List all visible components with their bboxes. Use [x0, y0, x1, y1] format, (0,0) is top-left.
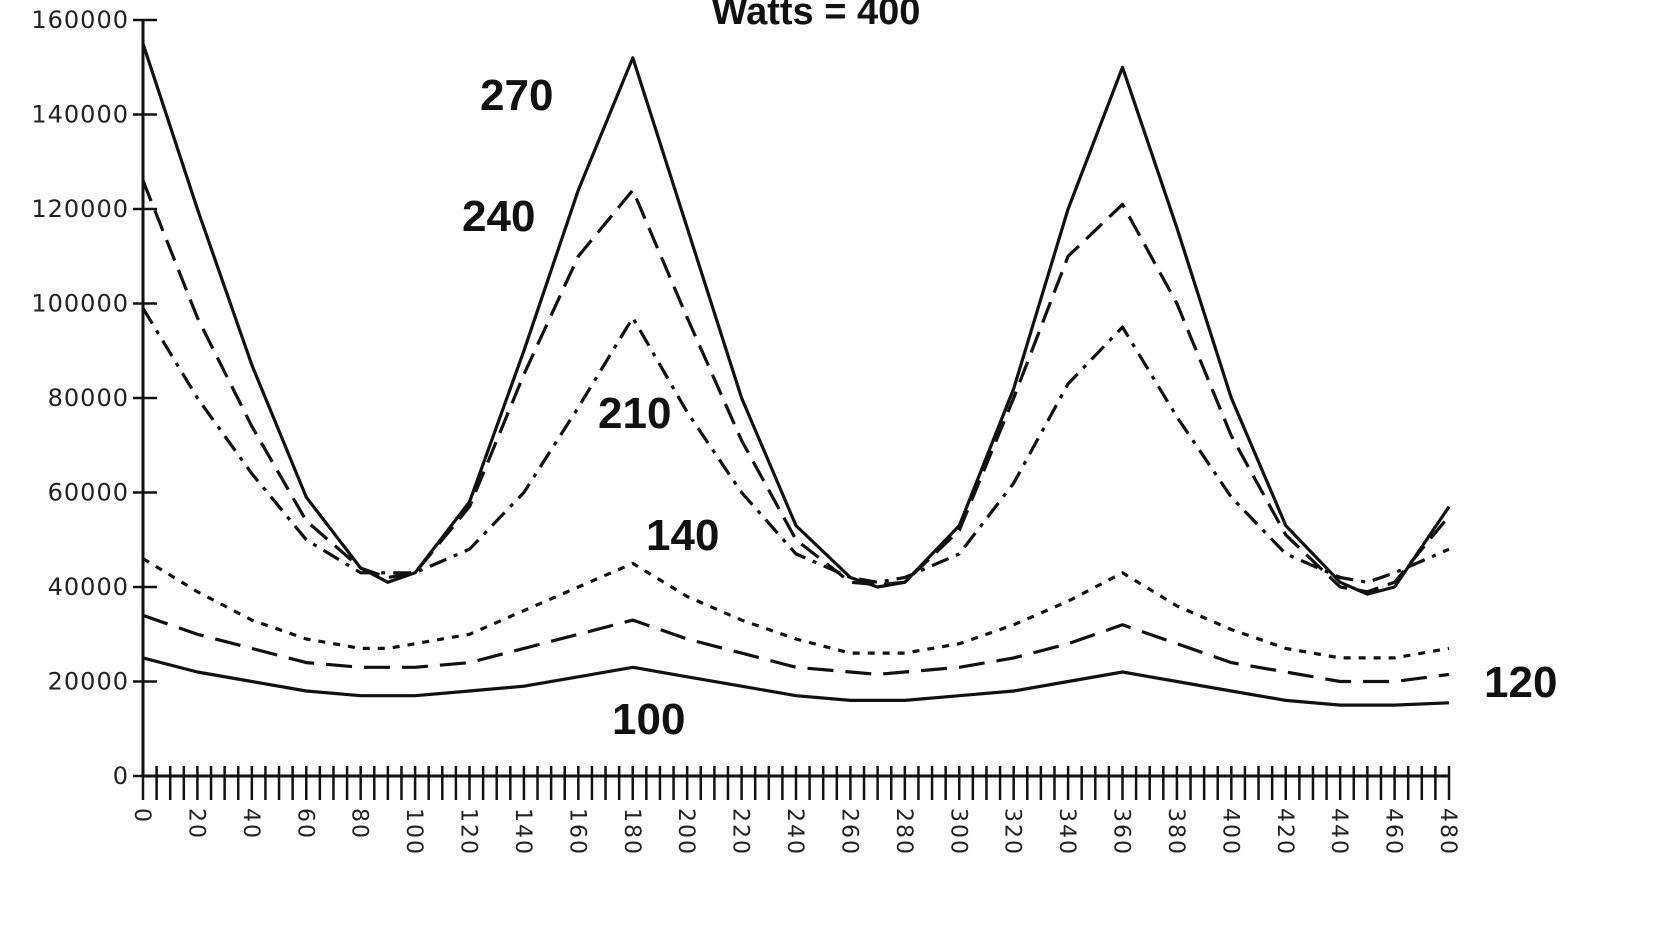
y-tick-label: 120000 [31, 195, 129, 223]
labels-group: Watts = 400 270 240 210 140 120 100 [462, 0, 1557, 744]
annotation-240: 240 [462, 192, 535, 241]
x-tick-label: 120 [456, 808, 481, 856]
x-tick-label: 480 [1435, 808, 1460, 856]
x-tick-label: 380 [1163, 808, 1188, 856]
annotation-270: 270 [480, 71, 553, 120]
x-tick-label: 360 [1109, 808, 1134, 856]
x-tick-label: 460 [1381, 808, 1406, 856]
series-line-6 [142, 656, 1450, 707]
x-tick-label: 0 [129, 808, 154, 824]
series-line-5 [142, 613, 1450, 684]
x-tick-label: 80 [347, 808, 372, 840]
x-tick-label: 280 [891, 808, 916, 856]
x-tick-label: 60 [292, 808, 317, 840]
x-tick-label: 160 [564, 808, 589, 856]
x-tick-label: 340 [1054, 808, 1079, 856]
annotation-140: 140 [646, 511, 719, 560]
x-tick-label: 200 [673, 808, 698, 856]
series-line-1 [141, 43, 1451, 596]
chart-title: Watts = 400 [712, 0, 921, 33]
y-tick-label: 40000 [48, 573, 129, 601]
x-tick-label: 440 [1326, 808, 1351, 856]
y-tick-label: 0 [113, 762, 129, 790]
y-tick-label: 20000 [48, 668, 129, 696]
x-tick-label: 20 [183, 808, 208, 840]
y-tick-label: 100000 [31, 290, 129, 318]
x-tick-label: 100 [401, 808, 426, 856]
x-tick-label: 260 [836, 808, 861, 856]
x-tick-label: 400 [1217, 808, 1242, 856]
x-tick-label: 320 [1000, 808, 1025, 856]
annotation-100: 100 [612, 695, 685, 744]
series-line-4 [142, 557, 1450, 660]
y-tick-label: 140000 [31, 101, 129, 129]
x-tick-label: 420 [1272, 808, 1297, 856]
x-tick-label: 180 [619, 808, 644, 856]
x-tick-label: 40 [238, 808, 263, 840]
x-tick-label: 140 [510, 808, 535, 856]
series-group [141, 43, 1451, 707]
x-tick-label: 300 [945, 808, 970, 856]
x-tick-label: 220 [728, 808, 753, 856]
y-tick-label: 60000 [48, 479, 129, 507]
axes: 0 20000 40000 60000 80000 100000 120000 140000 1… [31, 6, 1460, 856]
y-tick-label: 80000 [48, 384, 129, 412]
annotation-210: 210 [598, 389, 671, 438]
y-tick-label: 160000 [31, 6, 129, 34]
series-line-2 [141, 180, 1451, 594]
x-tick-label: 240 [782, 808, 807, 856]
annotation-120: 120 [1484, 658, 1557, 707]
